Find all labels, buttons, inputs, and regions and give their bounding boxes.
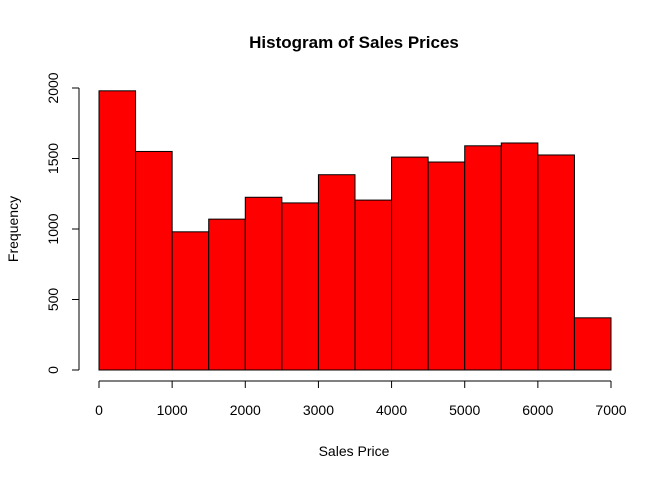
y-axis-label: Frequency bbox=[5, 196, 21, 262]
x-axis-label: Sales Price bbox=[319, 443, 390, 459]
histogram-bar bbox=[391, 156, 429, 371]
histogram-bar bbox=[427, 161, 466, 371]
x-tick-label: 6000 bbox=[522, 402, 553, 418]
y-tick-label: 1000 bbox=[45, 213, 61, 244]
x-tick-label: 0 bbox=[95, 402, 103, 418]
x-tick-label: 3000 bbox=[303, 402, 334, 418]
histogram-bar bbox=[354, 199, 393, 371]
x-tick-label: 1000 bbox=[157, 402, 188, 418]
histogram-bar bbox=[244, 196, 283, 371]
histogram-bar bbox=[171, 231, 210, 371]
histogram-bar bbox=[98, 90, 137, 371]
histogram-bar bbox=[317, 174, 356, 371]
y-tick-label: 500 bbox=[45, 288, 61, 312]
y-tick-label: 2000 bbox=[45, 72, 61, 103]
x-tick-label: 2000 bbox=[230, 402, 261, 418]
histogram-bar bbox=[464, 145, 502, 371]
y-tick-label: 1500 bbox=[45, 143, 61, 174]
chart-title: Histogram of Sales Prices bbox=[249, 33, 459, 52]
x-tick-label: 4000 bbox=[376, 402, 407, 418]
histogram-bar bbox=[135, 150, 173, 371]
x-axis: 0 1000 2000 3000 4000 5000 6000 7000 bbox=[95, 380, 627, 418]
histogram-bar bbox=[208, 218, 246, 371]
histogram-bar bbox=[537, 154, 575, 371]
histogram-bar bbox=[281, 202, 319, 371]
histogram-bar bbox=[500, 142, 539, 371]
y-axis: 0 500 1000 1500 2000 bbox=[45, 72, 80, 374]
histogram-bar bbox=[573, 317, 612, 371]
x-tick-label: 5000 bbox=[449, 402, 480, 418]
bars-group bbox=[98, 90, 612, 371]
y-tick-label: 0 bbox=[45, 366, 61, 374]
x-tick-label: 7000 bbox=[595, 402, 626, 418]
